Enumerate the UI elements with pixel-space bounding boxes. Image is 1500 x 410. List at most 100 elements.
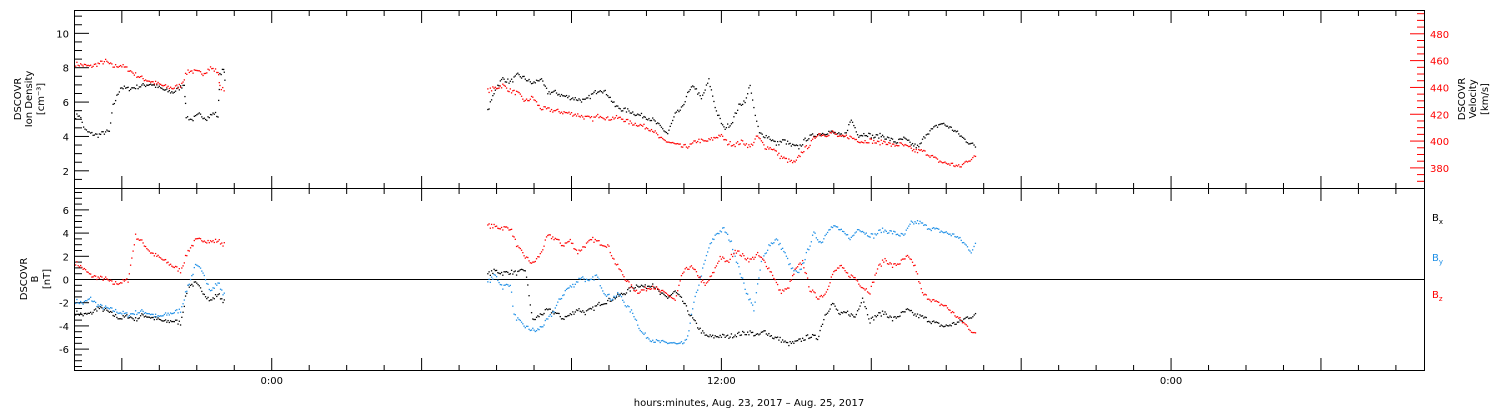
bz-point xyxy=(662,289,664,292)
bx-point xyxy=(959,319,961,321)
bx-point xyxy=(948,325,950,327)
bx-point xyxy=(958,321,960,323)
bz-point xyxy=(508,229,510,231)
bx-point xyxy=(713,337,715,339)
density-point xyxy=(144,85,147,88)
bx-point xyxy=(542,314,544,316)
density-point xyxy=(132,87,134,89)
density-point xyxy=(931,128,934,130)
density-point xyxy=(580,101,583,103)
bz-point xyxy=(81,266,83,269)
velocity-point xyxy=(582,116,584,118)
by-point xyxy=(859,230,861,232)
bx-point xyxy=(124,315,127,317)
velocity-point xyxy=(201,73,203,75)
velocity-point xyxy=(785,157,788,160)
velocity-point xyxy=(114,64,117,66)
bz-point xyxy=(871,281,874,283)
bx-point xyxy=(559,315,561,318)
bz-point xyxy=(829,282,831,284)
bx-point xyxy=(723,334,725,336)
bx-point xyxy=(657,288,659,290)
density-point xyxy=(906,139,909,141)
velocity-point xyxy=(821,134,824,136)
bx-point xyxy=(173,320,175,323)
bz-point xyxy=(116,283,118,285)
velocity-point xyxy=(730,145,733,147)
by-point xyxy=(734,255,736,257)
bx-point xyxy=(573,313,575,315)
by-point xyxy=(960,239,962,242)
by-point xyxy=(748,299,750,301)
bx-point xyxy=(838,312,840,315)
bx-point xyxy=(167,319,169,322)
density-point xyxy=(814,135,816,138)
bz-point xyxy=(622,274,624,276)
by-point xyxy=(128,314,131,317)
velocity-point xyxy=(639,123,641,126)
density-point xyxy=(723,126,725,128)
by-point xyxy=(959,236,961,239)
bz-point xyxy=(790,279,793,281)
bx-point xyxy=(643,286,645,288)
velocity-point xyxy=(106,60,108,62)
bx-point xyxy=(147,316,149,318)
bz-point xyxy=(582,246,584,248)
by-point xyxy=(633,316,635,318)
bz-point xyxy=(826,288,829,291)
bx-point xyxy=(669,294,671,297)
by-point xyxy=(648,338,650,340)
by-point xyxy=(759,269,761,271)
bx-point xyxy=(193,281,195,283)
by-point xyxy=(667,342,669,345)
bx-point xyxy=(558,312,560,315)
density-point xyxy=(637,113,639,115)
density-point xyxy=(96,133,98,135)
bz-point xyxy=(221,242,223,244)
bz-point xyxy=(708,279,710,282)
velocity-point xyxy=(548,107,550,109)
density-point xyxy=(766,137,769,139)
bz-point xyxy=(589,238,591,241)
velocity-point xyxy=(717,137,719,139)
bz-point xyxy=(602,245,604,247)
bx-point xyxy=(638,286,640,288)
velocity-point xyxy=(122,64,124,66)
density-point xyxy=(124,87,127,89)
bz-point xyxy=(913,265,915,267)
velocity-point xyxy=(948,163,950,165)
density-point xyxy=(903,136,905,138)
density-point xyxy=(788,143,790,145)
bz-point xyxy=(918,281,920,283)
velocity-point xyxy=(680,146,683,148)
density-point xyxy=(487,108,489,111)
bx-point xyxy=(554,311,556,314)
bz-point xyxy=(627,280,629,282)
bz-point xyxy=(184,254,187,257)
bx-point xyxy=(545,308,548,310)
density-point xyxy=(659,124,661,127)
density-point xyxy=(933,126,935,128)
density-point xyxy=(674,112,676,114)
density-point xyxy=(954,129,956,132)
bz-point xyxy=(946,307,949,309)
velocity-point xyxy=(523,100,525,102)
by-point xyxy=(171,313,173,315)
by-point xyxy=(559,298,561,300)
velocity-point xyxy=(647,128,649,130)
density-point xyxy=(117,93,119,95)
by-point xyxy=(103,306,106,309)
bx-point xyxy=(94,308,97,310)
by-point xyxy=(212,287,214,289)
by-point xyxy=(207,283,209,285)
bz-point xyxy=(929,299,931,301)
bz-point xyxy=(507,227,509,229)
velocity-point xyxy=(766,146,769,148)
velocity-point xyxy=(502,83,504,85)
bx-point xyxy=(111,311,113,313)
bz-point xyxy=(157,254,159,256)
velocity-point xyxy=(815,136,818,138)
velocity-point xyxy=(177,87,179,89)
bx-point xyxy=(739,334,741,337)
velocity-point xyxy=(99,60,102,62)
